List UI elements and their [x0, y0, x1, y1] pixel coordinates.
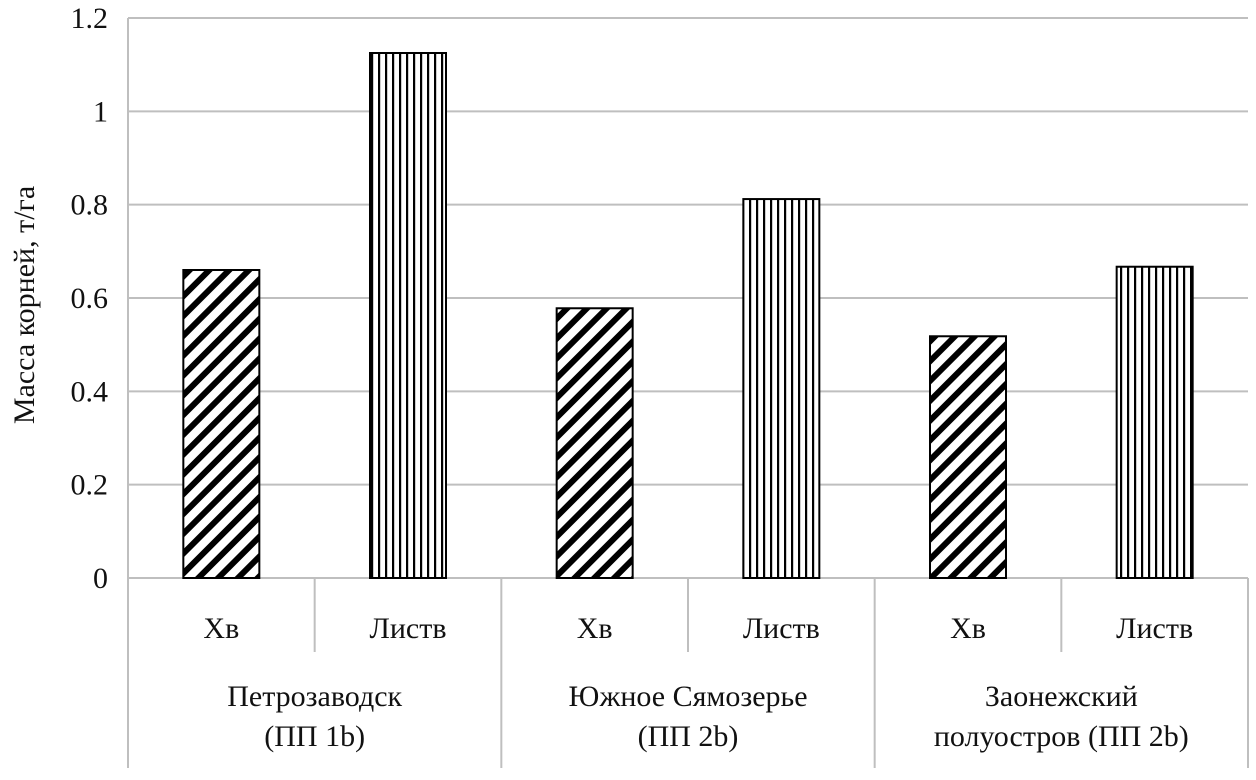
- group-label-line: (ПП 1b): [264, 720, 365, 753]
- y-tick-label: 0: [93, 562, 108, 595]
- x-tick-label: Хв: [950, 612, 986, 645]
- bar: [182, 269, 261, 579]
- group-label-line: Петрозаводск: [227, 680, 402, 713]
- y-tick-labels: 0 0.2 0.4 0.6 0.8 1 1.2: [71, 2, 109, 595]
- category-axis: Хв Листв Петрозаводск (ПП 1b) Хв Листв Южное С…: [127, 18, 1249, 768]
- x-tick-label: Листв: [370, 612, 447, 645]
- y-tick-label: 1.2: [71, 2, 109, 35]
- group-label-line: (ПП 2b): [638, 720, 739, 753]
- x-tick-label: Листв: [743, 612, 820, 645]
- x-tick-label: Листв: [1116, 612, 1193, 645]
- y-tick-label: 0.4: [71, 375, 109, 408]
- x-tick-label: Хв: [577, 612, 613, 645]
- bar: [742, 198, 821, 579]
- group-label-line: Южное Сямозерье: [568, 680, 807, 713]
- y-tick-label: 0.2: [71, 469, 109, 502]
- bar: [369, 52, 447, 579]
- group-label: Южное Сямозерье (ПП 2b): [568, 680, 807, 753]
- gridlines: [128, 17, 1248, 579]
- group-label: Петрозаводск (ПП 1b): [227, 680, 402, 753]
- bar: [929, 335, 1007, 579]
- y-tick-label: 0.8: [71, 189, 109, 222]
- y-tick-label: 0.6: [71, 282, 109, 315]
- x-tick-label: Хв: [203, 612, 239, 645]
- bar: [555, 307, 634, 579]
- bar: [1115, 265, 1194, 579]
- y-tick-label: 1: [93, 95, 108, 128]
- group-label: Заонежский полуостров (ПП 2b): [934, 680, 1189, 753]
- bars: [182, 52, 1194, 579]
- group-label-line: Заонежский: [985, 680, 1138, 713]
- y-axis-title: Масса корней, т/га: [8, 186, 41, 424]
- group-label-line: полуостров (ПП 2b): [934, 720, 1189, 753]
